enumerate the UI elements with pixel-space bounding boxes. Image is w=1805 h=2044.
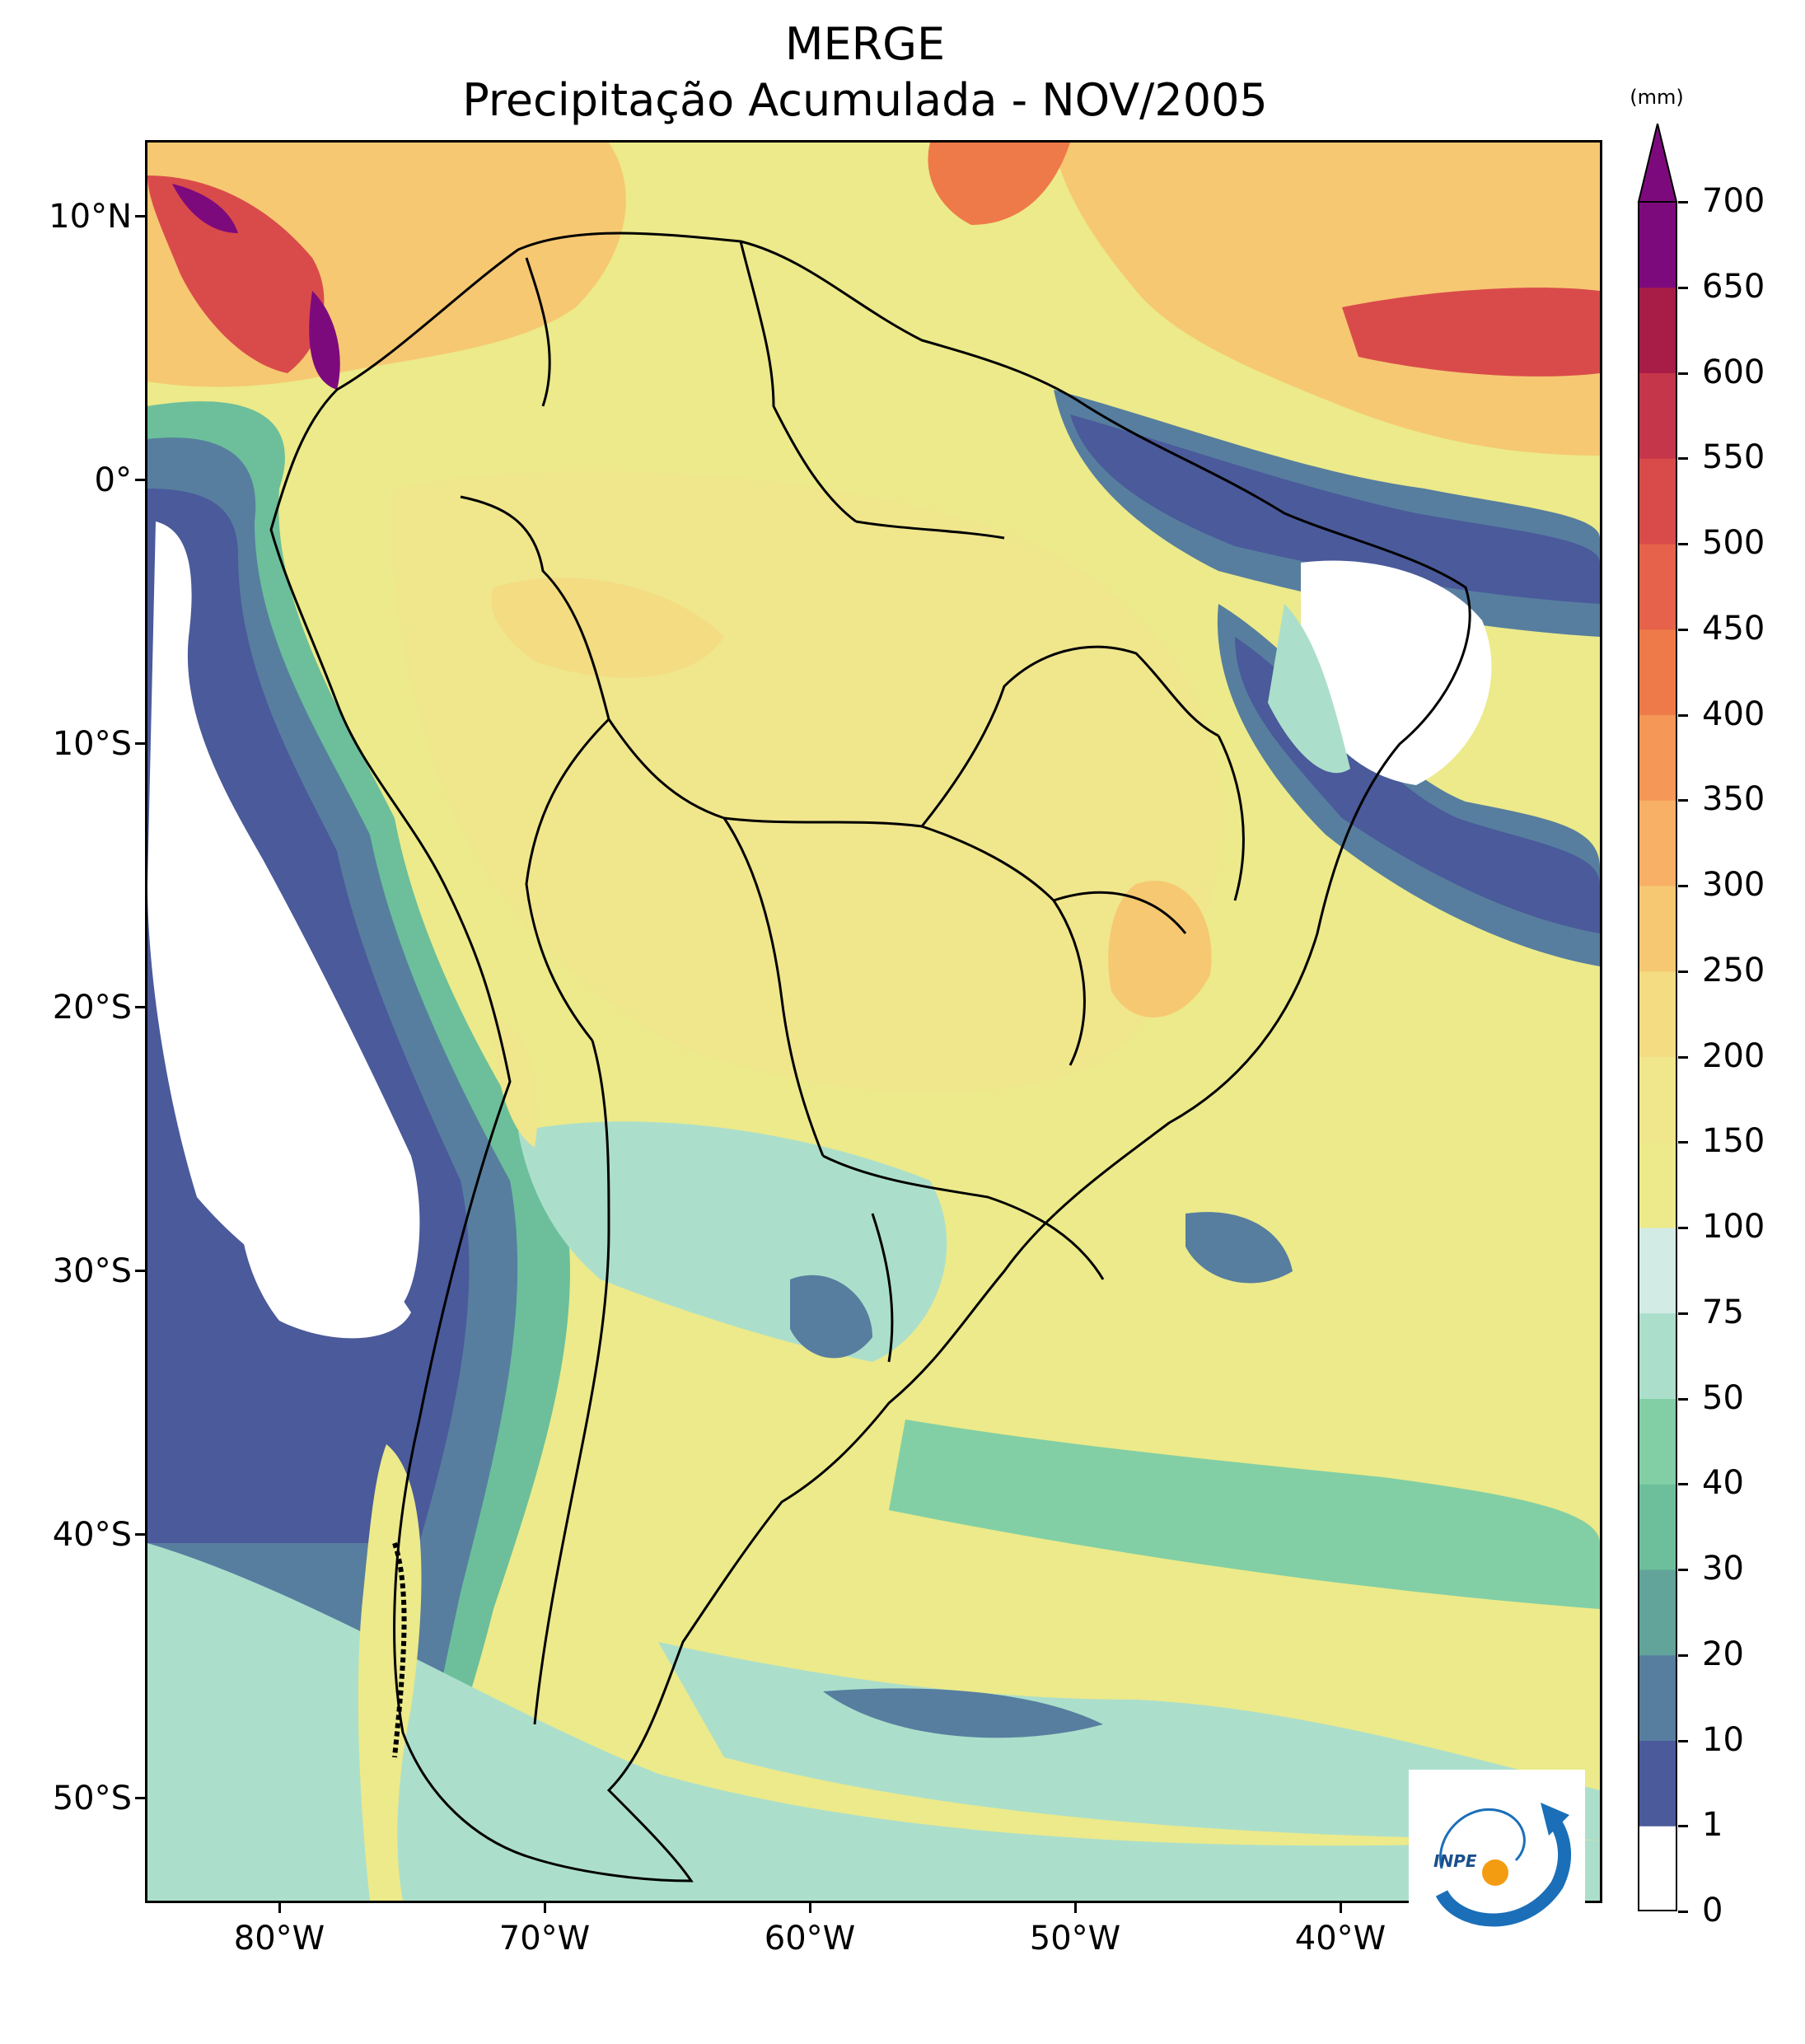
colorbar-tick-label: 650 <box>1702 267 1765 306</box>
map-subtitle: Precipitação Acumulada - NOV/2005 <box>462 74 1268 126</box>
colorbar-band <box>1639 1826 1676 1911</box>
colorbar-tick-label: 350 <box>1702 780 1765 819</box>
lat-label-40s: 40°S <box>52 1516 132 1554</box>
colorbar-tick-label: 250 <box>1702 951 1765 989</box>
colorbar-band <box>1639 372 1676 459</box>
lon-label-40w: 40°W <box>1294 1920 1386 1957</box>
colorbar-tick <box>1678 457 1688 461</box>
colorbar-tick <box>1678 286 1688 289</box>
lat-label-50s: 50°S <box>52 1780 132 1817</box>
colorbar-band <box>1639 1228 1676 1314</box>
inpe-logo: INPE <box>1409 1770 1585 1943</box>
colorbar-band <box>1639 287 1676 373</box>
lat-tick <box>135 1006 145 1008</box>
lat-tick <box>135 479 145 481</box>
lon-label-50w: 50°W <box>1029 1920 1121 1957</box>
colorbar-tick-label: 600 <box>1702 353 1765 391</box>
colorbar-tick <box>1678 372 1688 375</box>
colorbar <box>1637 124 1678 1911</box>
colorbar-band <box>1639 1740 1676 1827</box>
colorbar-tick-label: 20 <box>1702 1635 1744 1673</box>
lat-label-0: 0° <box>94 461 132 499</box>
lat-tick <box>135 1270 145 1272</box>
lat-label-10n: 10°N <box>49 198 132 236</box>
colorbar-tick <box>1678 628 1688 631</box>
colorbar-tick-label: 40 <box>1702 1464 1744 1503</box>
lat-label-20s: 20°S <box>52 989 132 1027</box>
colorbar-tick <box>1678 1055 1688 1059</box>
colorbar-band <box>1639 1654 1676 1741</box>
colorbar-band <box>1639 1312 1676 1399</box>
colorbar-tick <box>1678 1483 1688 1486</box>
map-title: MERGE <box>784 18 946 70</box>
colorbar-tick-label: 300 <box>1702 866 1765 904</box>
colorbar-band <box>1639 1056 1676 1143</box>
colorbar-tick <box>1678 1739 1688 1742</box>
colorbar-tick-label: 550 <box>1702 438 1765 477</box>
colorbar-tick-label: 700 <box>1702 182 1765 220</box>
lon-label-60w: 60°W <box>764 1920 856 1957</box>
colorbar-band <box>1639 1398 1676 1485</box>
colorbar-band <box>1639 714 1676 801</box>
lat-tick <box>135 1797 145 1799</box>
colorbar-tick-label: 75 <box>1702 1293 1744 1331</box>
colorbar-tick <box>1678 1312 1688 1315</box>
lon-label-80w: 80°W <box>233 1920 325 1957</box>
colorbar-tick-label: 500 <box>1702 524 1765 562</box>
lat-label-30s: 30°S <box>52 1252 132 1290</box>
lon-tick <box>1340 1903 1342 1913</box>
colorbar-tick <box>1678 1653 1688 1657</box>
colorbar-tick <box>1678 1227 1688 1229</box>
inpe-logo-text: INPE <box>1433 1851 1477 1871</box>
colorbar-band <box>1639 1484 1676 1570</box>
colorbar-band <box>1639 629 1676 715</box>
colorbar-tick <box>1678 1569 1688 1571</box>
lat-label-10s: 10°S <box>52 725 132 763</box>
colorbar-tick-label: 10 <box>1702 1720 1744 1759</box>
colorbar-tick-label: 0 <box>1702 1892 1723 1929</box>
colorbar-band <box>1639 886 1676 972</box>
lon-tick <box>809 1903 811 1913</box>
colorbar-band <box>1639 800 1676 886</box>
colorbar-tick-label: 450 <box>1702 609 1765 648</box>
colorbar-tick <box>1678 543 1688 545</box>
lon-tick <box>278 1903 281 1913</box>
colorbar-extend-arrow <box>1637 124 1678 203</box>
colorbar-tick-label: 200 <box>1702 1036 1765 1075</box>
colorbar-tick-label: 400 <box>1702 695 1765 733</box>
colorbar-tick <box>1678 713 1688 717</box>
colorbar-tick <box>1678 970 1688 973</box>
colorbar-tick <box>1678 1141 1688 1144</box>
colorbar-band <box>1639 1569 1676 1656</box>
colorbar-tick-label: 30 <box>1702 1550 1744 1588</box>
colorbar-tick-label: 1 <box>1702 1806 1723 1845</box>
colorbar-tick <box>1678 201 1688 203</box>
colorbar-band <box>1639 1142 1676 1228</box>
colorbar-unit: (mm) <box>1630 86 1684 109</box>
lon-tick <box>1074 1903 1077 1913</box>
colorbar-tick <box>1678 885 1688 887</box>
colorbar-tick <box>1678 1825 1688 1828</box>
colorbar-band <box>1639 202 1676 288</box>
colorbar-tick-label: 50 <box>1702 1378 1744 1417</box>
precipitation-map <box>145 140 1602 1903</box>
lat-tick <box>135 1533 145 1536</box>
colorbar-tick-label: 100 <box>1702 1208 1765 1246</box>
lon-label-70w: 70°W <box>498 1920 591 1957</box>
colorbar-band <box>1639 971 1676 1057</box>
colorbar-band <box>1639 458 1676 545</box>
colorbar-tick <box>1678 799 1688 802</box>
lon-tick <box>544 1903 546 1913</box>
lat-tick <box>135 742 145 745</box>
colorbar-tick <box>1678 1397 1688 1401</box>
colorbar-tick <box>1678 1911 1688 1913</box>
colorbar-tick-label: 150 <box>1702 1122 1765 1161</box>
lat-tick <box>135 215 145 217</box>
colorbar-band <box>1639 544 1676 630</box>
